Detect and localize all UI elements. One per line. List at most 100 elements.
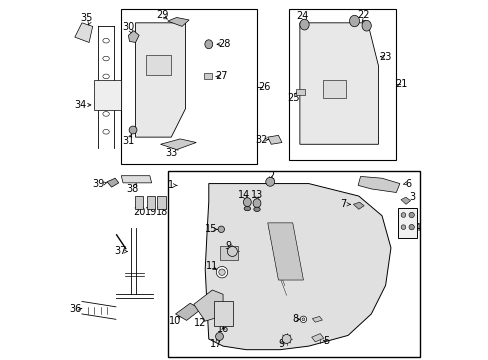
Text: 32: 32 [255, 135, 267, 145]
Text: 31: 31 [122, 136, 134, 146]
Ellipse shape [265, 177, 274, 186]
Text: 17: 17 [209, 339, 222, 348]
Ellipse shape [244, 206, 250, 211]
Ellipse shape [408, 212, 413, 218]
Ellipse shape [300, 316, 306, 323]
Polygon shape [400, 197, 410, 204]
Text: 30: 30 [122, 22, 134, 32]
Text: 36: 36 [69, 303, 81, 314]
Text: 1: 1 [168, 180, 174, 190]
Bar [157, 196, 165, 208]
Ellipse shape [218, 269, 225, 275]
Ellipse shape [102, 112, 109, 116]
Text: 21: 21 [395, 78, 407, 89]
Text: 39: 39 [92, 179, 104, 189]
Polygon shape [167, 18, 189, 26]
Ellipse shape [218, 226, 224, 233]
Ellipse shape [408, 225, 413, 230]
Bar [397, 208, 416, 238]
Text: 37: 37 [114, 247, 126, 256]
Polygon shape [357, 176, 399, 193]
Text: 16: 16 [217, 324, 229, 334]
Bar [204, 73, 212, 79]
Text: 12: 12 [193, 318, 205, 328]
Bar [94, 80, 121, 111]
Text: 5: 5 [323, 337, 329, 346]
Text: 26: 26 [258, 82, 270, 92]
Polygon shape [353, 202, 364, 209]
Bar [214, 301, 232, 326]
Ellipse shape [253, 199, 261, 208]
Polygon shape [160, 139, 196, 150]
Text: 24: 24 [296, 12, 308, 21]
Polygon shape [135, 23, 185, 137]
Bar [146, 55, 171, 75]
Text: 20: 20 [133, 207, 145, 217]
Text: 19: 19 [144, 207, 157, 217]
Text: 27: 27 [215, 71, 227, 81]
Text: 9: 9 [224, 241, 231, 251]
Ellipse shape [282, 334, 290, 343]
Text: 22: 22 [356, 10, 368, 20]
Polygon shape [128, 31, 139, 42]
Text: 3: 3 [408, 192, 415, 202]
Text: 9: 9 [278, 339, 284, 349]
Ellipse shape [227, 247, 237, 256]
Text: 18: 18 [155, 207, 167, 217]
Bar [288, 9, 395, 160]
Text: 8: 8 [292, 314, 298, 324]
Text: 23: 23 [379, 52, 391, 62]
Text: 25: 25 [287, 93, 300, 103]
Ellipse shape [102, 39, 109, 43]
Ellipse shape [204, 40, 212, 49]
Polygon shape [193, 290, 223, 321]
Bar [167, 171, 419, 357]
Polygon shape [75, 23, 93, 42]
Text: 10: 10 [168, 316, 181, 326]
Ellipse shape [253, 207, 260, 211]
Ellipse shape [400, 225, 405, 229]
Bar [135, 196, 143, 208]
Polygon shape [299, 23, 378, 144]
Ellipse shape [102, 56, 109, 61]
Polygon shape [175, 303, 201, 320]
Polygon shape [121, 176, 151, 183]
Text: 6: 6 [405, 179, 411, 189]
Polygon shape [311, 334, 323, 342]
Ellipse shape [215, 333, 223, 341]
Bar [323, 80, 346, 98]
Polygon shape [267, 223, 303, 280]
Ellipse shape [102, 94, 109, 98]
Ellipse shape [102, 74, 109, 79]
Text: 15: 15 [204, 224, 217, 234]
Text: 4: 4 [414, 223, 420, 233]
Text: 35: 35 [80, 13, 93, 23]
Text: 33: 33 [165, 148, 177, 158]
Text: 38: 38 [125, 184, 138, 194]
Ellipse shape [302, 318, 304, 321]
Text: 34: 34 [75, 100, 87, 110]
Ellipse shape [129, 126, 137, 134]
Text: 13: 13 [251, 190, 263, 201]
Ellipse shape [102, 130, 109, 134]
Ellipse shape [216, 266, 227, 278]
Ellipse shape [400, 213, 405, 217]
Ellipse shape [299, 19, 308, 30]
Bar [220, 246, 238, 260]
Polygon shape [267, 135, 282, 144]
Bar [296, 89, 305, 95]
Text: 14: 14 [237, 190, 249, 201]
Ellipse shape [361, 20, 370, 31]
Polygon shape [312, 316, 322, 322]
Ellipse shape [243, 198, 251, 207]
Polygon shape [107, 178, 119, 187]
Text: 29: 29 [156, 10, 168, 20]
Text: 11: 11 [205, 261, 217, 271]
Ellipse shape [349, 15, 359, 27]
Text: 7: 7 [340, 199, 346, 209]
Bar [146, 196, 155, 208]
Text: 28: 28 [218, 39, 230, 49]
Polygon shape [205, 184, 390, 350]
Bar [121, 9, 257, 164]
Text: 2: 2 [267, 171, 273, 181]
